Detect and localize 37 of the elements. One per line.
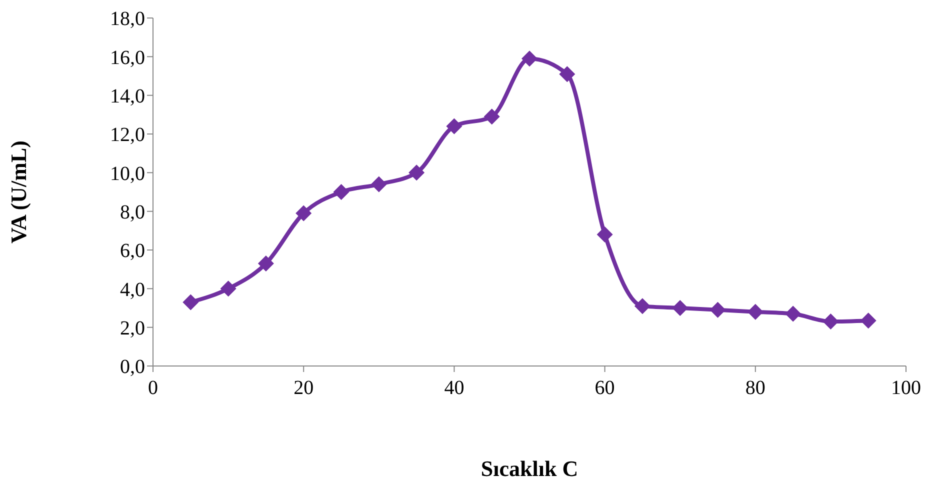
point [333,184,350,200]
point [596,226,613,243]
x-tick-label: 80 [745,377,766,400]
point [822,314,839,330]
point [182,294,199,310]
x-tick-label: 60 [594,377,615,400]
x-tick-label: 40 [444,377,464,400]
point [522,50,538,67]
y-tick-label: 8,0 [120,201,145,224]
point [747,304,764,320]
point [710,302,726,318]
x-tick-label: 100 [891,377,921,400]
y-tick-label: 14,0 [110,85,145,108]
x-tick-label: 20 [294,377,314,400]
point [370,176,387,192]
point [634,298,650,314]
y-tick-label: 4,0 [120,278,145,301]
y-tick-label: 18,0 [110,8,145,30]
y-tick-label: 2,0 [120,317,145,340]
point [484,108,500,125]
y-tick-label: 16,0 [110,46,145,69]
x-tick-label: 0 [148,377,158,400]
y-tick-label: 12,0 [110,124,145,146]
point [672,300,688,316]
point [258,256,274,272]
point [446,118,462,134]
point [296,205,312,222]
y-tick-label: 6,0 [120,240,145,262]
point [408,164,425,181]
point [860,312,876,329]
point [220,280,236,297]
point [785,306,802,322]
y-tick-label: 0,0 [120,356,145,378]
x-axis-title: Sıcaklık C [480,456,578,481]
y-tick-label: 10,0 [110,162,145,185]
y-axis-title: VA (U/mL) [6,140,31,244]
point [559,66,576,82]
